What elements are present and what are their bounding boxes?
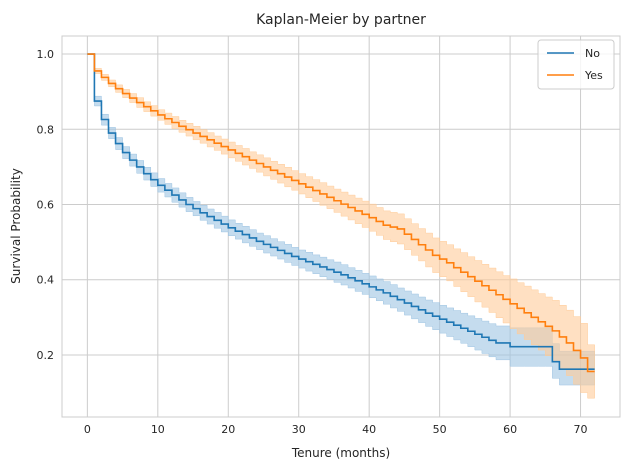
y-tick-label: 0.2 [37,349,55,362]
survival-line-yes [87,53,595,373]
survival-line-no [87,53,595,371]
x-tick-label: 70 [574,423,588,436]
axes-frame [61,35,621,418]
x-axis-label: Tenure (months) [291,446,390,460]
y-tick-label: 0.8 [37,123,55,136]
x-tick-label: 10 [151,423,165,436]
x-tick-label: 20 [221,423,235,436]
x-tick-label: 50 [433,423,447,436]
y-ticks: 0.2 0.4 0.6 0.8 1.0 [37,48,55,362]
x-tick-label: 0 [84,423,91,436]
y-tick-label: 0.6 [37,198,55,211]
legend-label-yes: Yes [584,69,603,82]
legend: No Yes [537,39,615,90]
chart-title: Kaplan-Meier by partner [256,12,426,28]
x-tick-label: 60 [503,423,517,436]
legend-label-no: No [585,47,600,60]
y-tick-label: 0.4 [37,274,55,287]
survival-lines [87,53,595,373]
y-axis-label: Survival Probability [9,168,23,284]
x-tick-label: 30 [292,423,306,436]
x-tick-label: 40 [362,423,376,436]
y-tick-label: 1.0 [37,48,55,61]
plot-area [61,35,621,418]
x-ticks: 0 10 20 30 40 50 60 70 [84,423,588,436]
